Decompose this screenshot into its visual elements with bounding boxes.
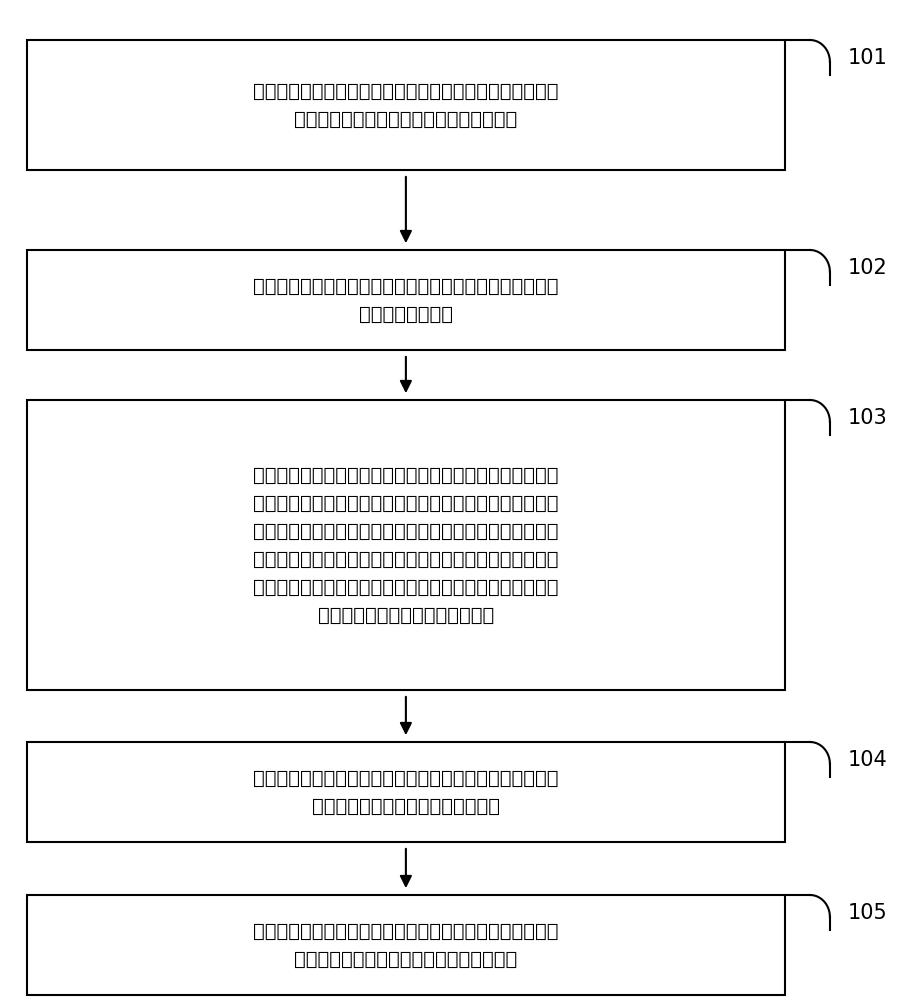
Text: 101: 101 — [848, 48, 888, 68]
Text: 根据强度对热带气旋路径点历史数据进行分类得到各类热带
气旋的路径点数据: 根据强度对热带气旋路径点历史数据进行分类得到各类热带 气旋的路径点数据 — [253, 276, 559, 324]
Text: 104: 104 — [848, 750, 888, 770]
Text: 105: 105 — [848, 903, 888, 923]
Bar — [27, 400, 785, 690]
Bar — [27, 895, 785, 995]
Bar — [27, 40, 785, 170]
Text: 将所述待测地区的预测范围划分为多个区间，针对每一类热
带气旋，在所述区间内同一个热带气旋保留一个路径点，计
算各保留路径点与所述待测地区的距离和方位，根据保留路: 将所述待测地区的预测范围划分为多个区间，针对每一类热 带气旋，在所述区间内同一个… — [253, 466, 559, 624]
Text: 102: 102 — [848, 258, 888, 278]
Text: 根据待预测热带气旋的强度调取相应强度下的热带气旋引发
待测地区能见度变化的位置空间分布: 根据待预测热带气旋的强度调取相应强度下的热带气旋引发 待测地区能见度变化的位置空… — [253, 768, 559, 816]
Text: 103: 103 — [848, 408, 888, 428]
Text: 根据待预测热带气旋的路径信息确定待预测热带气旋到达预
测地点时所述待测地区将出现的能见度变化: 根据待预测热带气旋的路径信息确定待预测热带气旋到达预 测地点时所述待测地区将出现… — [253, 922, 559, 968]
Bar — [27, 742, 785, 842]
Text: 收集对待测地区能见度有影响的热带气旋路径点历史数据以
及对应时间所述待测地区的能见度历史数据: 收集对待测地区能见度有影响的热带气旋路径点历史数据以 及对应时间所述待测地区的能… — [253, 82, 559, 128]
Bar — [27, 250, 785, 350]
